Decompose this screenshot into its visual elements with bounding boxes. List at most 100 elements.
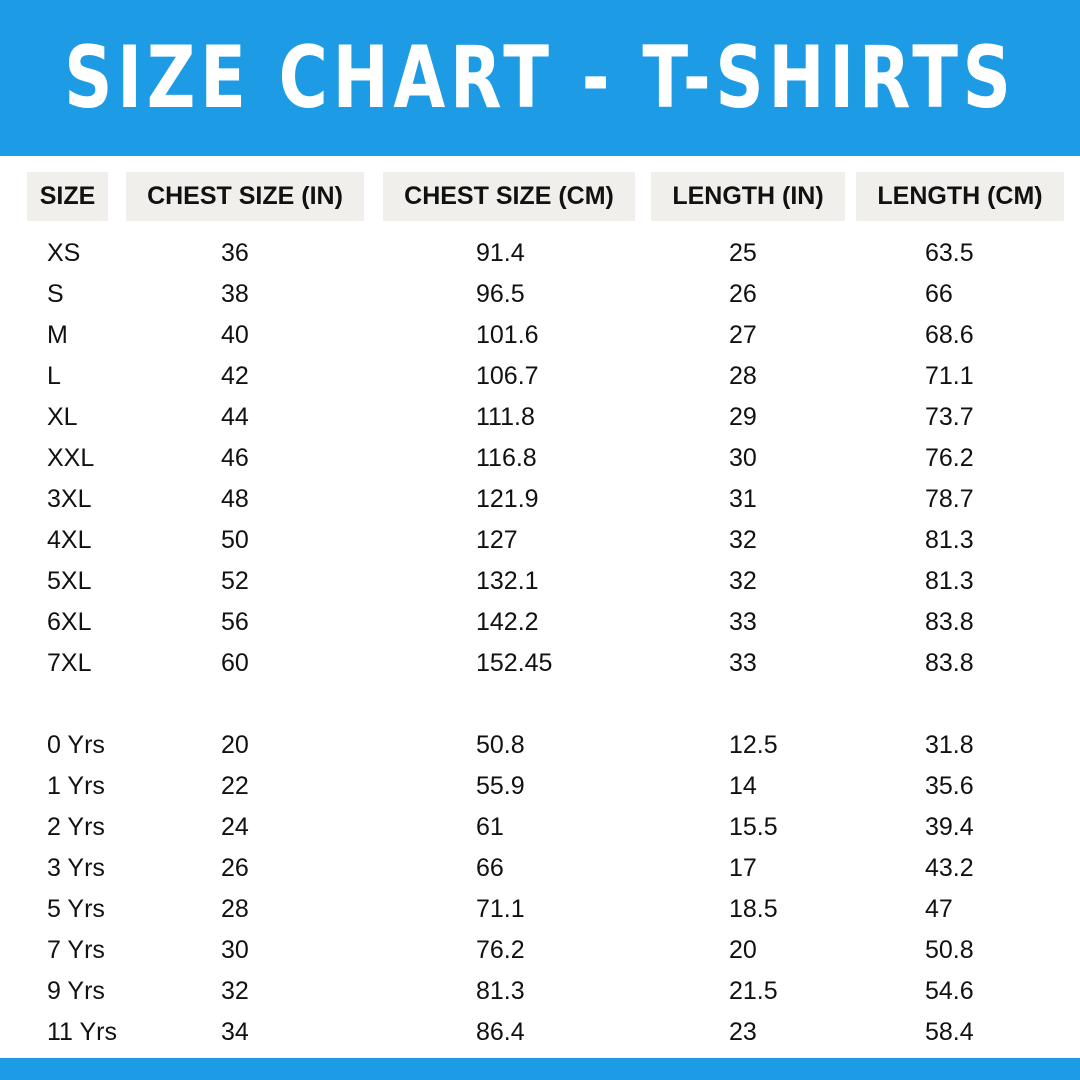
cell-size: 11 Yrs bbox=[47, 1018, 117, 1046]
cell-size: 2 Yrs bbox=[47, 813, 105, 841]
cell-length-cm: 68.6 bbox=[925, 321, 974, 349]
cell-length-in: 15.5 bbox=[729, 813, 778, 841]
cell-chest-in: 26 bbox=[221, 854, 249, 882]
page-title: SIZE CHART - T-SHIRTS bbox=[64, 28, 1016, 128]
cell-chest-in: 32 bbox=[221, 977, 249, 1005]
cell-size: 5 Yrs bbox=[47, 895, 105, 923]
cell-chest-cm: 127 bbox=[476, 526, 518, 554]
cell-chest-cm: 55.9 bbox=[476, 772, 525, 800]
cell-chest-in: 24 bbox=[221, 813, 249, 841]
cell-chest-in: 34 bbox=[221, 1018, 249, 1046]
header-length-in: LENGTH (IN) bbox=[651, 172, 845, 221]
cell-length-in: 26 bbox=[729, 280, 757, 308]
cell-length-cm: 66 bbox=[925, 280, 953, 308]
cell-chest-in: 36 bbox=[221, 239, 249, 267]
cell-length-cm: 71.1 bbox=[925, 362, 974, 390]
cell-chest-in: 28 bbox=[221, 895, 249, 923]
cell-chest-in: 42 bbox=[221, 362, 249, 390]
cell-length-cm: 31.8 bbox=[925, 731, 974, 759]
cell-chest-in: 40 bbox=[221, 321, 249, 349]
cell-length-cm: 83.8 bbox=[925, 608, 974, 636]
cell-chest-cm: 116.8 bbox=[476, 444, 537, 472]
cell-size: XXL bbox=[47, 444, 95, 472]
cell-length-cm: 58.4 bbox=[925, 1018, 974, 1046]
cell-size: 7XL bbox=[47, 649, 92, 677]
cell-length-cm: 73.7 bbox=[925, 403, 974, 431]
cell-length-cm: 35.6 bbox=[925, 772, 974, 800]
cell-chest-in: 44 bbox=[221, 403, 249, 431]
cell-length-in: 27 bbox=[729, 321, 757, 349]
cell-chest-in: 22 bbox=[221, 772, 249, 800]
cell-size: 1 Yrs bbox=[47, 772, 105, 800]
cell-length-cm: 39.4 bbox=[925, 813, 974, 841]
cell-chest-cm: 91.4 bbox=[476, 239, 525, 267]
cell-length-in: 21.5 bbox=[729, 977, 778, 1005]
cell-length-in: 33 bbox=[729, 608, 757, 636]
header-size: SIZE bbox=[27, 172, 108, 221]
cell-length-in: 23 bbox=[729, 1018, 757, 1046]
cell-length-in: 12.5 bbox=[729, 731, 778, 759]
cell-chest-cm: 81.3 bbox=[476, 977, 525, 1005]
cell-size: 4XL bbox=[47, 526, 92, 554]
cell-length-in: 32 bbox=[729, 567, 757, 595]
cell-chest-in: 60 bbox=[221, 649, 249, 677]
cell-length-cm: 83.8 bbox=[925, 649, 974, 677]
cell-chest-cm: 106.7 bbox=[476, 362, 539, 390]
footer-bar bbox=[0, 1058, 1080, 1080]
cell-size: L bbox=[47, 362, 61, 390]
cell-size: XS bbox=[47, 239, 81, 267]
header-chest-in: CHEST SIZE (IN) bbox=[126, 172, 364, 221]
cell-length-in: 18.5 bbox=[729, 895, 778, 923]
cell-chest-in: 38 bbox=[221, 280, 249, 308]
cell-length-cm: 78.7 bbox=[925, 485, 974, 513]
cell-length-in: 32 bbox=[729, 526, 757, 554]
cell-size: 6XL bbox=[47, 608, 92, 636]
cell-chest-cm: 66 bbox=[476, 854, 504, 882]
cell-chest-in: 30 bbox=[221, 936, 249, 964]
cell-length-in: 28 bbox=[729, 362, 757, 390]
cell-chest-cm: 152.45 bbox=[476, 649, 553, 677]
cell-chest-cm: 61 bbox=[476, 813, 504, 841]
cell-chest-cm: 86.4 bbox=[476, 1018, 525, 1046]
cell-size: 3XL bbox=[47, 485, 92, 513]
cell-length-cm: 47 bbox=[925, 895, 953, 923]
cell-length-in: 20 bbox=[729, 936, 757, 964]
cell-chest-cm: 71.1 bbox=[476, 895, 525, 923]
cell-chest-cm: 101.6 bbox=[476, 321, 539, 349]
cell-length-in: 31 bbox=[729, 485, 757, 513]
cell-chest-cm: 132.1 bbox=[476, 567, 539, 595]
cell-length-cm: 50.8 bbox=[925, 936, 974, 964]
cell-chest-in: 46 bbox=[221, 444, 249, 472]
cell-length-cm: 76.2 bbox=[925, 444, 974, 472]
cell-size: 3 Yrs bbox=[47, 854, 105, 882]
cell-chest-cm: 142.2 bbox=[476, 608, 539, 636]
cell-length-cm: 63.5 bbox=[925, 239, 974, 267]
cell-size: S bbox=[47, 280, 64, 308]
title-banner: SIZE CHART - T-SHIRTS bbox=[0, 0, 1080, 156]
cell-length-in: 29 bbox=[729, 403, 757, 431]
cell-size: 0 Yrs bbox=[47, 731, 105, 759]
cell-length-in: 25 bbox=[729, 239, 757, 267]
cell-size: XL bbox=[47, 403, 78, 431]
cell-size: 7 Yrs bbox=[47, 936, 105, 964]
cell-chest-in: 56 bbox=[221, 608, 249, 636]
cell-length-in: 14 bbox=[729, 772, 757, 800]
cell-length-in: 30 bbox=[729, 444, 757, 472]
cell-length-in: 17 bbox=[729, 854, 757, 882]
cell-chest-cm: 96.5 bbox=[476, 280, 525, 308]
cell-chest-cm: 50.8 bbox=[476, 731, 525, 759]
header-length-cm: LENGTH (CM) bbox=[856, 172, 1064, 221]
cell-chest-cm: 76.2 bbox=[476, 936, 525, 964]
cell-chest-in: 48 bbox=[221, 485, 249, 513]
cell-chest-cm: 111.8 bbox=[476, 403, 535, 431]
cell-chest-in: 50 bbox=[221, 526, 249, 554]
cell-length-cm: 81.3 bbox=[925, 526, 974, 554]
cell-length-cm: 81.3 bbox=[925, 567, 974, 595]
cell-chest-in: 20 bbox=[221, 731, 249, 759]
header-chest-cm: CHEST SIZE (CM) bbox=[383, 172, 635, 221]
cell-size: M bbox=[47, 321, 68, 349]
cell-chest-cm: 121.9 bbox=[476, 485, 539, 513]
cell-length-cm: 43.2 bbox=[925, 854, 974, 882]
cell-size: 5XL bbox=[47, 567, 92, 595]
cell-size: 9 Yrs bbox=[47, 977, 105, 1005]
